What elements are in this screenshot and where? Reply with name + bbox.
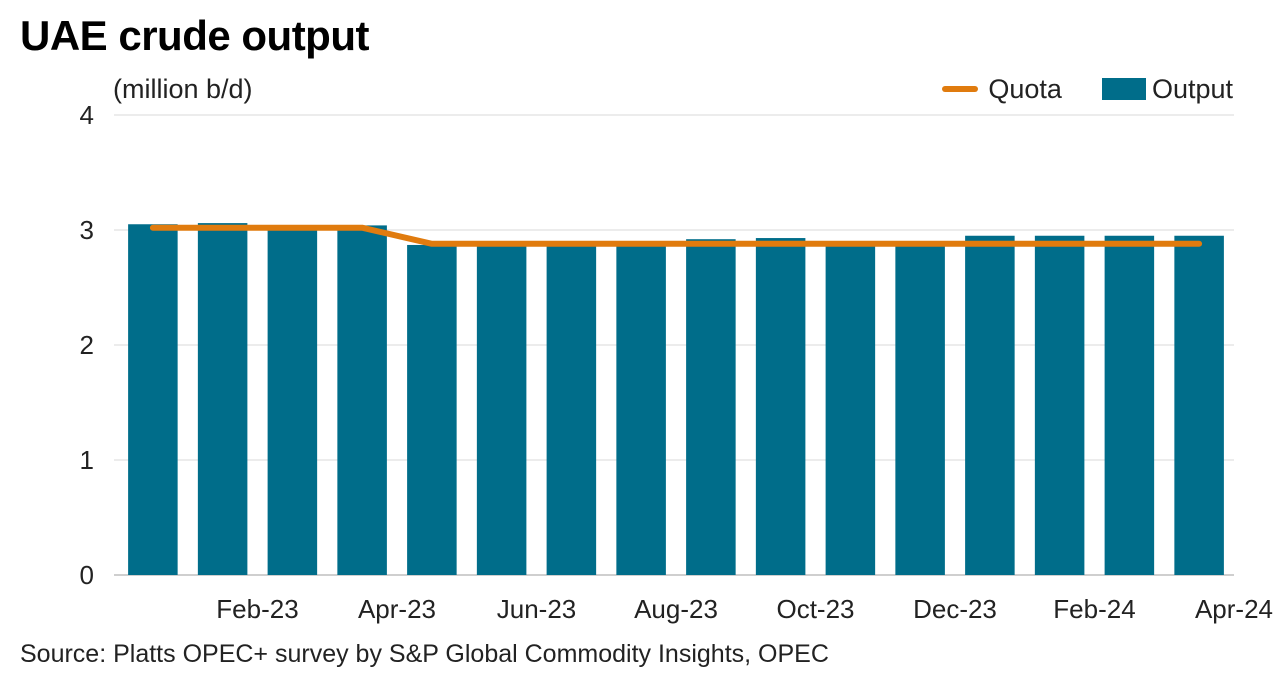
legend-quota-swatch: [942, 86, 979, 92]
x-tick-label-Apr-23: Apr-23: [358, 594, 436, 624]
bar-output-Jun-23: [476, 244, 527, 575]
y-axis-ticks: 0 1 2 3 4: [80, 100, 94, 590]
bar-output-Oct-23: [755, 238, 806, 576]
bar-output-Apr-23: [337, 225, 387, 575]
legend-item-output: Output: [1101, 72, 1233, 106]
bar-output-Jan-24: [965, 235, 1015, 575]
legend: Quota Output: [942, 72, 1233, 106]
y-tick-label-3: 3: [80, 215, 94, 245]
x-axis-ticks: Feb-23 Apr-23 Jun-23 Aug-23 Oct-23 Dec-23 Feb-…: [216, 594, 1273, 624]
output-bars: [128, 223, 1224, 576]
bar-output-Dec-23: [895, 244, 945, 575]
legend-output-label: Output: [1151, 74, 1233, 104]
quota-line: [149, 224, 1203, 247]
x-tick-label-Jun-23: Jun-23: [497, 594, 577, 624]
legend-item-quota: Quota: [942, 72, 1062, 106]
bar-output-Feb-24: [1034, 235, 1085, 575]
bar-output-May-23: [407, 244, 457, 575]
x-tick-label-Feb-23: Feb-23: [216, 594, 298, 624]
y-tick-label-2: 2: [80, 330, 94, 360]
x-tick-label-Apr-24: Apr-24: [1195, 594, 1273, 624]
legend-quota-label: Quota: [988, 74, 1062, 104]
bar-output-Mar-23: [267, 226, 318, 576]
bar-output-Feb-23: [197, 223, 248, 575]
y-tick-label-1: 1: [80, 445, 94, 475]
x-tick-label-Dec-23: Dec-23: [913, 594, 997, 624]
bar-output-Sep-23: [686, 239, 736, 575]
y-tick-label-4: 4: [80, 100, 94, 130]
bar-output-Nov-23: [825, 241, 876, 575]
quota-line-group: [149, 224, 1203, 247]
bar-output-Aug-23: [616, 243, 666, 576]
bar-output-Jan-23: [128, 224, 178, 575]
legend-output-swatch: [1101, 78, 1146, 100]
x-tick-label-Oct-23: Oct-23: [776, 594, 854, 624]
source-note: Source: Platts OPEC+ survey by S&P Globa…: [20, 640, 829, 668]
y-tick-label-0: 0: [80, 560, 94, 590]
x-tick-label-Feb-24: Feb-24: [1053, 594, 1135, 624]
y-axis-label: (million b/d): [113, 74, 253, 104]
bar-output-Apr-24: [1174, 235, 1224, 575]
chart-title: UAE crude output: [20, 12, 369, 59]
x-tick-label-Aug-23: Aug-23: [634, 594, 718, 624]
bar-output-Mar-24: [1104, 235, 1155, 575]
bar-output-Jul-23: [546, 244, 597, 575]
